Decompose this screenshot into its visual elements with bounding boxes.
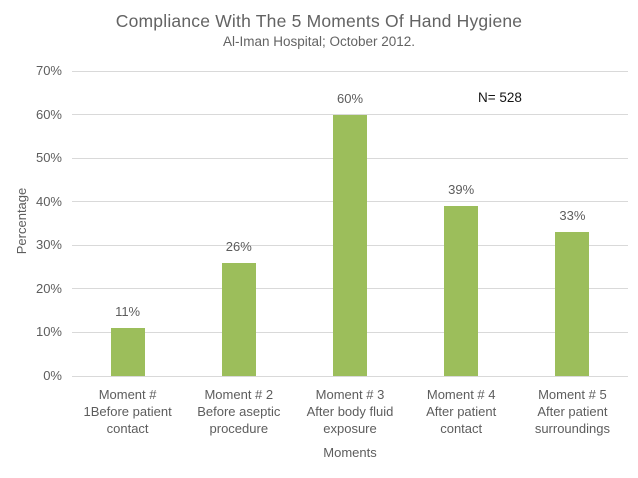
category-label-line: After patient [426, 404, 497, 419]
category-label-line: exposure [323, 421, 377, 436]
bar-moment-4 [444, 206, 479, 376]
category-label-line: Moment # [98, 387, 157, 402]
category-label-line: Moment # 4 [426, 387, 496, 402]
bar-moment-1 [110, 328, 145, 376]
category-label-line: 1Before patient [83, 404, 172, 419]
bar-value-label: 33% [559, 208, 586, 224]
y-tick-label: 30% [35, 237, 62, 253]
y-tick-label: 50% [35, 150, 62, 166]
y-tick-label: 20% [35, 280, 62, 296]
bar-value-label: 11% [115, 304, 141, 320]
category-label: Moment # 5 After patient surroundings [516, 386, 628, 437]
bar-moment-5 [555, 232, 590, 376]
bar-value-label: 26% [225, 238, 252, 254]
y-tick-label: 70% [35, 63, 62, 78]
category-label: Moment # 2 Before aseptic procedure [183, 386, 295, 437]
sample-size-annotation: N= 528 [478, 90, 522, 105]
y-tick-label: 10% [35, 324, 62, 340]
y-tick-label: 0% [43, 368, 62, 383]
category-label-line: Before aseptic [197, 404, 281, 419]
category-label-line: After body fluid [306, 404, 394, 419]
category-label-line: Moment # 3 [315, 387, 385, 402]
y-tick-label: 60% [35, 106, 62, 122]
category-label: Moment # 1Before patient contact [72, 386, 184, 437]
category-label-line: contact [440, 421, 483, 436]
gridline-0% [72, 375, 628, 377]
category-label-line: Moment # 2 [204, 387, 274, 402]
bar-moment-2 [221, 262, 256, 376]
category-label-line: Moment # 5 [538, 387, 607, 402]
category-label-line: procedure [209, 421, 269, 436]
bar-moment-3 [333, 114, 367, 376]
x-axis-title: Moments [323, 445, 377, 460]
chart-title: Compliance With The 5 Moments Of Hand Hy… [115, 11, 523, 31]
category-label: Moment # 4 After patient contact [405, 386, 517, 437]
category-label-line: surroundings [534, 421, 610, 436]
category-label-line: contact [106, 421, 149, 436]
category-label: Moment # 3 After body fluid exposure [294, 386, 406, 437]
chart-subtitle: Al-Iman Hospital; October 2012. [222, 34, 416, 49]
gridline-70% [72, 70, 628, 72]
bar-value-label: 39% [448, 182, 475, 198]
bar-value-label: 60% [336, 90, 364, 106]
category-label-line: After patient [537, 404, 608, 419]
y-tick-label: 40% [35, 193, 62, 209]
